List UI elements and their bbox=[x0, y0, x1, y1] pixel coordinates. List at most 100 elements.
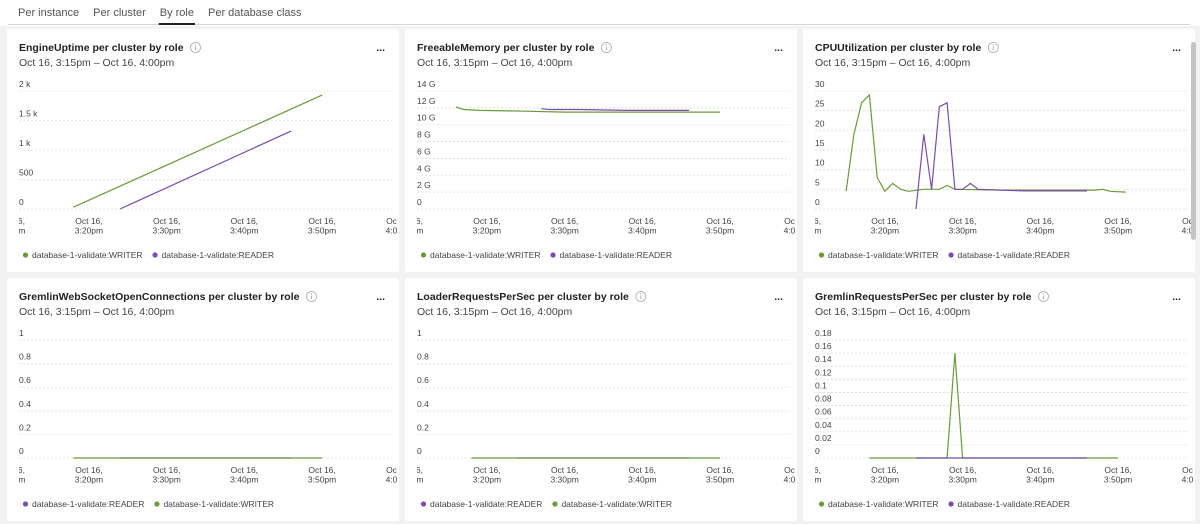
y-tick-label: 0.2 bbox=[19, 422, 31, 432]
x-tick-label-line: 3:30pm bbox=[948, 226, 976, 236]
info-icon-dot bbox=[194, 44, 197, 46]
x-tick-label-line: Oct 16, bbox=[949, 465, 976, 475]
info-icon[interactable] bbox=[306, 291, 317, 302]
legend-swatch bbox=[948, 252, 954, 258]
legend-label[interactable]: database-1-validate:READER bbox=[560, 250, 672, 260]
panel: CPUUtilization per cluster by role Oct 16… bbox=[803, 29, 1200, 272]
tab[interactable]: Per database class bbox=[208, 7, 302, 19]
legend-label[interactable]: database-1-validate:READER bbox=[162, 250, 274, 260]
x-tick-label-line: Oct 16, bbox=[308, 465, 335, 475]
legend-label[interactable]: database-1-validate:WRITER bbox=[561, 499, 672, 509]
y-tick-label: 10 G bbox=[417, 113, 435, 123]
legend-label[interactable]: database-1-validate:WRITER bbox=[828, 250, 939, 260]
x-tick-label: Oct 16, 3:50pm bbox=[1104, 465, 1132, 485]
series-line bbox=[73, 94, 323, 208]
legend-label[interactable]: database-1-validate:READER bbox=[958, 250, 1070, 260]
y-tick-label: 30 bbox=[815, 79, 825, 89]
legend-swatch bbox=[154, 501, 160, 507]
legend-label[interactable]: database-1-validate:READER bbox=[958, 499, 1070, 509]
legend-label[interactable]: database-1-validate:WRITER bbox=[32, 250, 143, 260]
x-tick-label-line: Oct 16, bbox=[396, 216, 423, 226]
x-tick-label-line: Oct 16, bbox=[1104, 216, 1131, 226]
x-tick-label: Oct 16, 3:40pm bbox=[230, 216, 258, 236]
scrollbar[interactable] bbox=[1191, 42, 1196, 240]
y-tick-label: 0 bbox=[815, 446, 820, 456]
x-tick-label-line: 3:50pm bbox=[706, 226, 734, 236]
legend-swatch bbox=[22, 252, 29, 258]
panel-menu[interactable]: ... bbox=[1172, 42, 1181, 54]
x-tick-label: Oct 16, 3:50pm bbox=[1104, 216, 1132, 236]
panel-background bbox=[7, 278, 399, 521]
info-icon[interactable] bbox=[190, 42, 201, 53]
x-tick-label: Oct 16, 3:40pm bbox=[230, 465, 258, 485]
info-icon-dot bbox=[310, 293, 313, 295]
x-tick-label: Oct 16,3:10pm bbox=[395, 216, 423, 236]
x-tick-label-line: 3:50pm bbox=[308, 475, 336, 485]
series-line bbox=[845, 93, 1126, 193]
x-tick-label: Oct 16,4:00pm bbox=[1182, 465, 1200, 485]
panel-menu[interactable]: ... bbox=[774, 291, 783, 303]
info-icon[interactable] bbox=[601, 42, 612, 53]
series-line bbox=[541, 108, 689, 111]
legend-label[interactable]: database-1-validate:WRITER bbox=[430, 250, 541, 260]
y-tick-label: 2 G bbox=[417, 180, 431, 190]
info-icon-dot bbox=[992, 44, 994, 46]
panels: EngineUptime per cluster by role Oct 16, … bbox=[0, 29, 1200, 521]
x-tick-label-line: 3:30pm bbox=[152, 226, 180, 236]
tab[interactable]: Per cluster bbox=[93, 7, 146, 19]
panel-menu[interactable]: ... bbox=[1172, 291, 1181, 303]
legend-label[interactable]: database-1-validate:WRITER bbox=[828, 499, 939, 509]
panel-menu[interactable]: ... bbox=[376, 42, 385, 54]
x-tick-label-line: Oct 16, bbox=[153, 216, 180, 226]
y-tick-label: 0.16 bbox=[815, 341, 832, 351]
panel-background bbox=[405, 278, 797, 521]
x-tick-label-line: 4:00pm bbox=[1182, 226, 1200, 236]
legend-label[interactable]: database-1-validate:WRITER bbox=[163, 499, 274, 509]
x-tick-label: Oct 16, 3:40pm bbox=[628, 465, 656, 485]
y-tick-label: 2 k bbox=[19, 79, 31, 89]
y-tick-label: 5 bbox=[815, 177, 820, 187]
tabs: Per instance Per cluster By role Per databa… bbox=[18, 7, 302, 25]
y-tick-label: 0.04 bbox=[815, 420, 832, 430]
legend-swatch bbox=[550, 252, 556, 258]
info-icon[interactable] bbox=[987, 42, 999, 53]
y-tick-label: 0 bbox=[815, 197, 820, 207]
y-tick-label: 1 bbox=[417, 328, 422, 338]
x-tick-label-line: Oct 16, bbox=[871, 216, 898, 226]
y-tick-label: 14 G bbox=[417, 79, 435, 89]
panel: GremlinWebSocketOpenConnections per clus… bbox=[0, 278, 399, 521]
x-tick-label: Oct 16, 3:30pm bbox=[948, 465, 976, 485]
y-tick-label: 4 G bbox=[417, 163, 431, 173]
panel-menu[interactable]: ... bbox=[774, 42, 783, 54]
y-tick-label: 0.6 bbox=[417, 375, 429, 385]
x-tick-label: Oct 16,3:10pm bbox=[0, 465, 25, 485]
panel: GremlinRequestsPerSec per cluster by rol… bbox=[803, 278, 1200, 521]
info-icon[interactable] bbox=[1038, 291, 1049, 302]
panel-menu[interactable]: ... bbox=[376, 291, 385, 303]
x-tick-label-line: Oct 16, bbox=[231, 465, 258, 475]
x-tick-label-line: Oct 16, bbox=[308, 216, 335, 226]
x-tick-label-line: 3:20pm bbox=[871, 475, 899, 485]
legend-swatch bbox=[152, 252, 158, 258]
x-tick-label-line: Oct 16, bbox=[706, 216, 733, 226]
info-icon[interactable] bbox=[635, 291, 647, 302]
x-tick-label: Oct 16,4:00pm bbox=[1182, 216, 1200, 236]
y-tick-label: 8 G bbox=[417, 130, 431, 140]
tab[interactable]: Per instance bbox=[18, 7, 79, 19]
x-tick-label-line: Oct 16, bbox=[1182, 216, 1200, 226]
legend-label[interactable]: database-1-validate:READER bbox=[430, 499, 542, 509]
x-tick-label-line: Oct 16, bbox=[386, 216, 413, 226]
legend-label[interactable]: database-1-validate:READER bbox=[32, 499, 144, 509]
x-tick-label-line: 4:00pm bbox=[1182, 475, 1200, 485]
x-tick-label-line: 3:30pm bbox=[948, 475, 976, 485]
x-tick-label-line: Oct 16, bbox=[871, 465, 898, 475]
tab[interactable]: By role bbox=[160, 7, 194, 19]
x-tick-label: Oct 16,3:10pm bbox=[395, 465, 423, 485]
panel-subtitle: Oct 16, 3:15pm – Oct 16, 4:00pm bbox=[417, 306, 573, 318]
panel-background bbox=[405, 29, 797, 272]
y-tick-label: 0.08 bbox=[815, 394, 832, 404]
legend-swatch bbox=[818, 252, 825, 258]
panel-subtitle: Oct 16, 3:15pm – Oct 16, 4:00pm bbox=[815, 306, 971, 318]
